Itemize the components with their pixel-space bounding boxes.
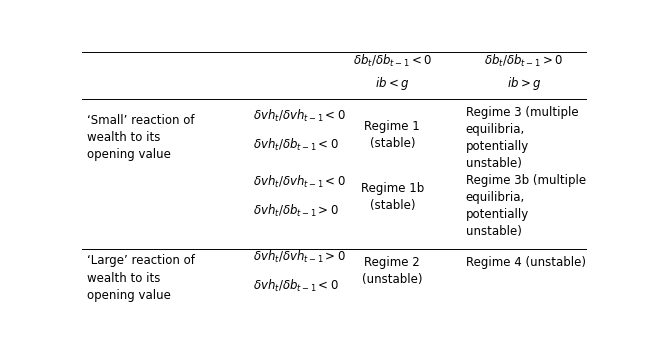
Text: opening value: opening value	[87, 289, 170, 302]
Text: $\delta vh_t/\delta vh_{t-1} < 0$: $\delta vh_t/\delta vh_{t-1} < 0$	[254, 108, 346, 124]
Text: (stable): (stable)	[370, 199, 415, 212]
Text: $\delta vh_t/\delta vh_{t-1} < 0$: $\delta vh_t/\delta vh_{t-1} < 0$	[254, 174, 346, 190]
Text: (unstable): (unstable)	[362, 273, 422, 286]
Text: $\delta vh_t/\delta b_{t-1} > 0$: $\delta vh_t/\delta b_{t-1} > 0$	[254, 203, 339, 219]
Text: $ib < g$: $ib < g$	[375, 75, 409, 92]
Text: Regime 1b: Regime 1b	[361, 182, 424, 195]
Text: Regime 3 (multiple: Regime 3 (multiple	[466, 106, 578, 119]
Text: wealth to its: wealth to its	[87, 131, 160, 144]
Text: $\delta vh_t/\delta b_{t-1} < 0$: $\delta vh_t/\delta b_{t-1} < 0$	[254, 278, 339, 294]
Text: Regime 2: Regime 2	[364, 256, 420, 269]
Text: $\delta b_t/\delta b_{t-1} > 0$: $\delta b_t/\delta b_{t-1} > 0$	[484, 53, 563, 69]
Text: wealth to its: wealth to its	[87, 272, 160, 285]
Text: equilibria,: equilibria,	[466, 191, 525, 204]
Text: $\delta vh_t/\delta vh_{t-1} > 0$: $\delta vh_t/\delta vh_{t-1} > 0$	[254, 249, 346, 265]
Text: unstable): unstable)	[466, 225, 522, 238]
Text: Regime 4 (unstable): Regime 4 (unstable)	[466, 256, 585, 269]
Text: Regime 3b (multiple: Regime 3b (multiple	[466, 174, 585, 187]
Text: (stable): (stable)	[370, 137, 415, 150]
Text: ‘Small’ reaction of: ‘Small’ reaction of	[87, 114, 194, 127]
Text: opening value: opening value	[87, 148, 170, 161]
Text: potentially: potentially	[466, 208, 529, 221]
Text: equilibria,: equilibria,	[466, 123, 525, 136]
Text: $\delta vh_t/\delta b_{t-1} < 0$: $\delta vh_t/\delta b_{t-1} < 0$	[254, 137, 339, 153]
Text: $ib > g$: $ib > g$	[507, 75, 541, 92]
Text: ‘Large’ reaction of: ‘Large’ reaction of	[87, 254, 194, 267]
Text: $\delta b_t/\delta b_{t-1} < 0$: $\delta b_t/\delta b_{t-1} < 0$	[353, 53, 432, 69]
Text: unstable): unstable)	[466, 157, 522, 170]
Text: Regime 1: Regime 1	[364, 120, 420, 133]
Text: potentially: potentially	[466, 140, 529, 153]
